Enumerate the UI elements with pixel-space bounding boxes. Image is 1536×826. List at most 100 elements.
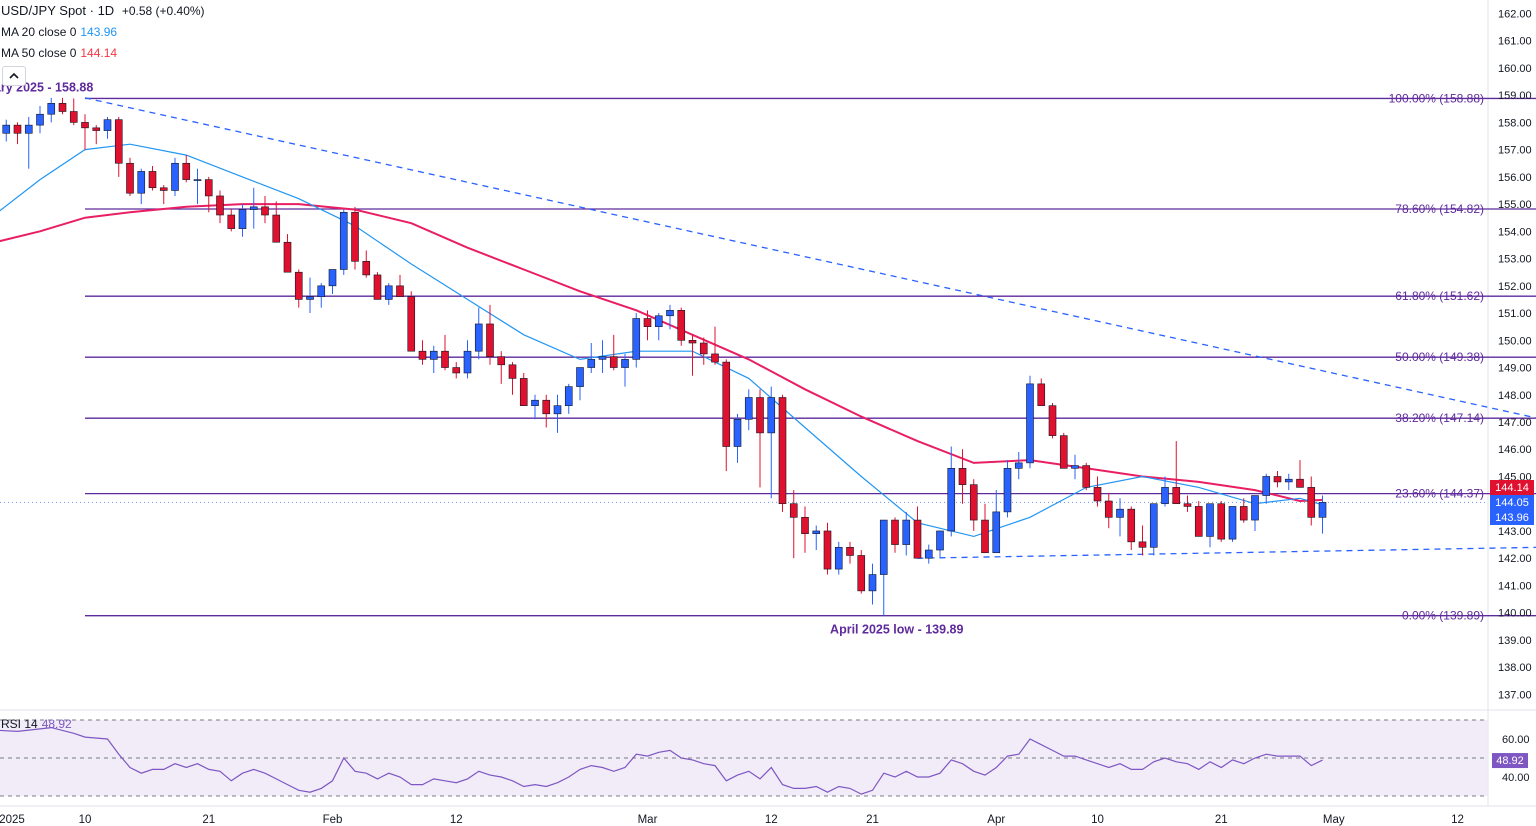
candle-body — [677, 310, 686, 341]
candle-body — [688, 339, 697, 344]
candle-body — [351, 211, 359, 262]
candle-body — [1082, 465, 1091, 488]
price-tick: 153.00 — [1498, 254, 1532, 266]
candle-up — [1014, 451, 1023, 480]
candle-body — [294, 271, 303, 300]
candle-down — [362, 250, 371, 278]
candle-down — [261, 195, 269, 224]
candle-body — [1284, 478, 1293, 483]
candle-down — [688, 334, 697, 376]
price-tick: 148.00 — [1498, 390, 1532, 402]
time-tick: 12 — [765, 814, 778, 826]
candle-down — [58, 97, 67, 115]
price-tick: 149.00 — [1498, 363, 1532, 375]
candle-down — [756, 389, 764, 488]
candle-up — [1161, 476, 1169, 507]
candle-down — [699, 337, 708, 365]
candle-body — [1014, 462, 1023, 469]
lower-trendline — [917, 546, 1536, 559]
time-tick: 21 — [202, 814, 215, 826]
ma50-label: MA 50 close 0 — [1, 46, 77, 60]
candle-up — [632, 313, 641, 368]
ma20-row[interactable]: MA 20 close 0 143.96 — [0, 22, 205, 43]
price-tick: 138.00 — [1498, 662, 1532, 674]
time-tick: Feb — [323, 814, 343, 826]
candle-down — [891, 517, 899, 553]
candle-up — [767, 386, 776, 499]
moving-averages — [0, 143, 1323, 538]
rsi-legend[interactable]: RSI 14 48.92 — [1, 717, 72, 731]
candle-body — [1093, 487, 1102, 502]
price-tick: 151.00 — [1498, 308, 1532, 320]
time-tick: Apr — [987, 814, 1005, 826]
candle-down — [204, 176, 213, 213]
fib-label: 23.60% (144.37) — [1395, 487, 1484, 501]
candle-down — [1194, 500, 1203, 537]
candle-down — [846, 541, 854, 564]
candle-up — [1284, 473, 1293, 491]
candle-up — [924, 544, 933, 564]
price-tick: 147.00 — [1498, 417, 1532, 429]
candle-down — [1127, 506, 1136, 551]
candle-down — [441, 334, 449, 371]
candle-body — [969, 484, 978, 521]
candle-up — [587, 343, 596, 373]
candle-body — [1149, 503, 1158, 548]
candle-body — [1116, 508, 1124, 518]
rsi-pane: 60.00 40.00 48.92 — [0, 719, 1530, 797]
candle-down — [542, 394, 551, 428]
candle-body — [429, 350, 438, 360]
candle-up — [24, 116, 33, 169]
candle-down — [373, 272, 382, 300]
candle-body — [441, 350, 449, 368]
candle-body — [1037, 383, 1046, 406]
candle-body — [81, 122, 89, 129]
candle-body — [981, 519, 989, 554]
candle-body — [902, 519, 911, 545]
candle-up — [47, 97, 56, 123]
candle-body — [1239, 506, 1248, 521]
price-tick: 161.00 — [1498, 36, 1532, 48]
rsi-line — [0, 726, 1323, 795]
fib-label: 61.80% (151.62) — [1395, 289, 1484, 303]
candle-body — [24, 124, 33, 134]
candle-up — [902, 511, 911, 556]
candle-down — [1307, 476, 1316, 526]
candle-up — [936, 530, 944, 559]
candle-down — [722, 359, 731, 472]
grid-layer — [0, 0, 1536, 807]
candle-body — [531, 399, 539, 406]
candle-down — [283, 234, 292, 273]
candle-down — [126, 157, 134, 196]
candle-body — [519, 378, 528, 406]
candle-up — [654, 313, 663, 341]
ma20-label: MA 20 close 0 — [1, 25, 77, 39]
price-badge-label: 144.05 — [1495, 497, 1529, 509]
candle-up — [1149, 503, 1158, 556]
price-tick: 140.00 — [1498, 608, 1532, 620]
candle-body — [362, 261, 371, 276]
candle-body — [879, 519, 888, 575]
symbol-row: USD/JPY Spot · 1D +0.58 (+0.40%) — [0, 0, 205, 22]
candle-down — [1217, 500, 1226, 542]
candle-down — [92, 125, 101, 145]
candle-down — [801, 506, 809, 553]
candle-down — [497, 351, 506, 384]
candle-up — [576, 367, 584, 401]
legend-collapse-button[interactable] — [2, 66, 26, 86]
candle-body — [1172, 487, 1181, 505]
time-tick: 12 — [1451, 814, 1464, 826]
ma50-row[interactable]: MA 50 close 0 144.14 — [0, 43, 205, 64]
fibonacci-levels: 100.00% (158.88) 78.60% (154.82) 61.80% (1… — [85, 91, 1536, 623]
candle-body — [463, 350, 472, 374]
candle-down — [1183, 495, 1192, 512]
candle-body — [767, 397, 776, 434]
candle-body — [486, 323, 494, 357]
candle-up — [1003, 460, 1012, 518]
candle-down — [13, 122, 22, 145]
candle-body — [58, 103, 67, 112]
candle-body — [204, 179, 213, 197]
candle-body — [283, 241, 292, 273]
chevron-up-icon — [9, 72, 19, 79]
